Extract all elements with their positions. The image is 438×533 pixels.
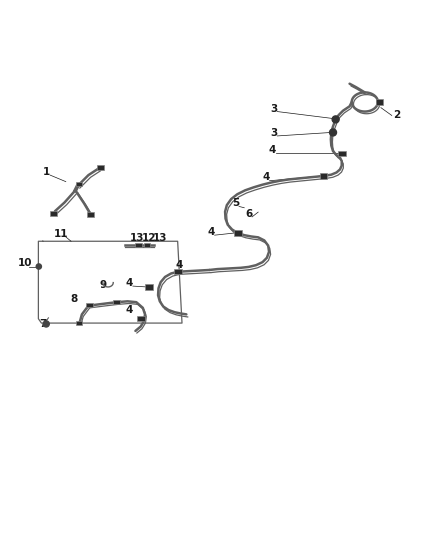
Text: 4: 4 xyxy=(125,305,133,314)
Bar xyxy=(376,99,383,104)
Text: 3: 3 xyxy=(270,104,278,114)
Bar xyxy=(234,230,242,236)
Bar xyxy=(76,182,82,186)
Bar xyxy=(76,321,82,325)
Text: 7: 7 xyxy=(39,319,46,329)
Text: 4: 4 xyxy=(125,278,133,288)
Circle shape xyxy=(329,129,336,136)
Text: 2: 2 xyxy=(393,110,400,119)
Text: 8: 8 xyxy=(70,294,78,304)
Text: 13: 13 xyxy=(130,233,144,243)
Text: 1: 1 xyxy=(43,167,50,177)
Bar xyxy=(320,173,327,179)
Bar xyxy=(97,165,104,170)
Bar xyxy=(144,243,150,247)
Bar xyxy=(137,316,145,321)
Circle shape xyxy=(43,321,49,327)
Circle shape xyxy=(332,116,339,123)
Bar xyxy=(49,211,57,216)
Bar xyxy=(145,284,153,289)
Bar xyxy=(113,300,120,304)
Text: 4: 4 xyxy=(262,172,270,182)
Text: 4: 4 xyxy=(268,146,276,155)
Bar xyxy=(338,151,346,156)
Text: 11: 11 xyxy=(53,229,68,239)
Text: 6: 6 xyxy=(245,209,252,219)
Text: 4: 4 xyxy=(208,227,215,237)
Bar xyxy=(135,243,141,247)
Text: 13: 13 xyxy=(153,233,167,243)
Text: 4: 4 xyxy=(176,260,183,270)
Text: 5: 5 xyxy=(232,198,239,208)
Text: 3: 3 xyxy=(270,128,278,138)
Text: 10: 10 xyxy=(18,257,32,268)
Text: 9: 9 xyxy=(99,280,106,290)
Circle shape xyxy=(36,264,42,269)
Bar xyxy=(174,269,182,274)
Bar xyxy=(86,303,92,307)
Text: 12: 12 xyxy=(142,233,156,243)
Bar xyxy=(87,212,94,217)
